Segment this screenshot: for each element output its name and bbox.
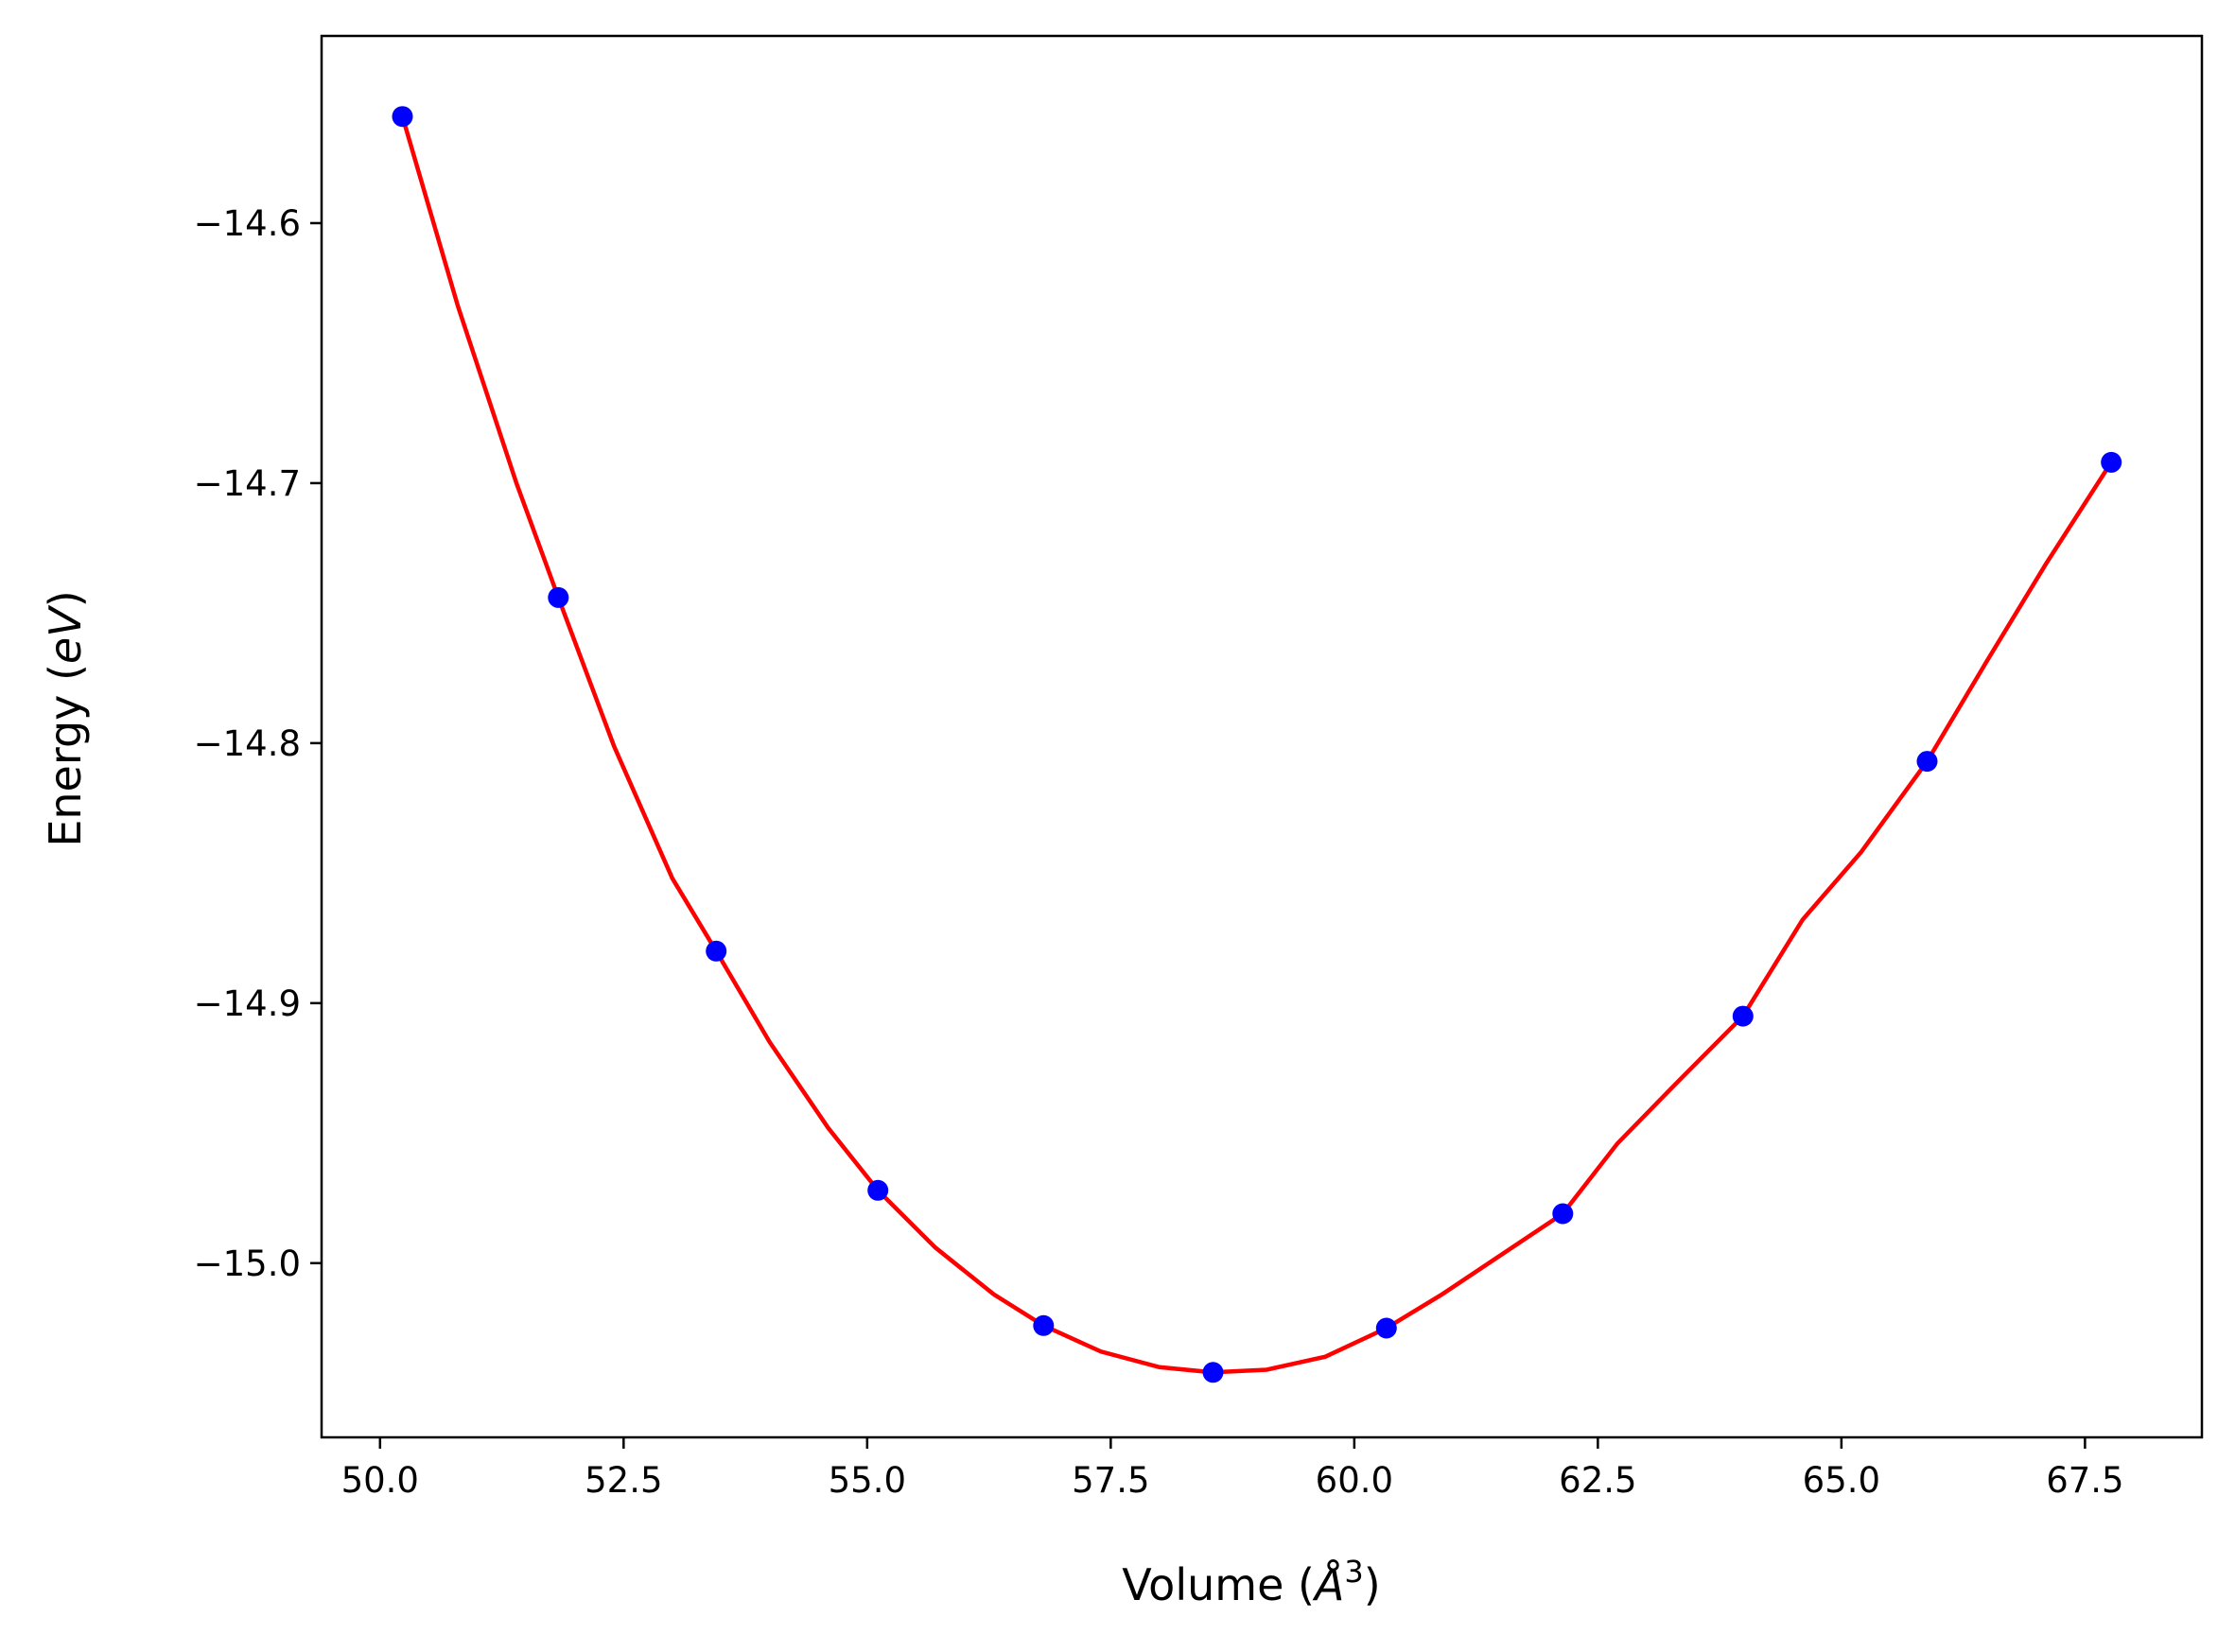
- data-point: [1552, 1203, 1574, 1225]
- x-axis-ticks: 50.0 52.5 55.0 57.5 60.0 62.5 65.0 67.5: [341, 1437, 2124, 1501]
- y-axis-ticks: −14.6 −14.7 −14.8 −14.9 −15.0: [194, 203, 322, 1284]
- x-tick-label: 65.0: [1803, 1460, 1880, 1501]
- x-axis-label: Volume (Å3): [1122, 1554, 1380, 1610]
- x-tick-label: 55.0: [829, 1460, 906, 1501]
- y-axis-label: Energy (eV): [40, 590, 91, 846]
- data-point: [1916, 751, 1938, 773]
- y-tick-label: −14.8: [194, 723, 301, 764]
- plot-area: [392, 106, 2122, 1383]
- x-tick-label: 67.5: [2046, 1460, 2123, 1501]
- data-point: [548, 586, 569, 608]
- y-tick-label: −14.6: [194, 203, 301, 244]
- data-point: [1202, 1362, 1224, 1383]
- axes-frame: [320, 34, 2204, 1439]
- x-tick-label: 62.5: [1559, 1460, 1636, 1501]
- data-point: [2101, 451, 2122, 473]
- x-tick-label: 50.0: [341, 1460, 419, 1501]
- y-tick-label: −15.0: [194, 1243, 301, 1284]
- data-point: [1375, 1317, 1397, 1339]
- x-tick-label: 52.5: [585, 1460, 662, 1501]
- y-tick-label: −14.7: [194, 463, 301, 504]
- data-point: [392, 106, 413, 128]
- x-tick-label: 57.5: [1072, 1460, 1149, 1501]
- data-point: [867, 1179, 889, 1201]
- x-tick-label: 60.0: [1316, 1460, 1393, 1501]
- data-point: [1033, 1314, 1055, 1336]
- y-tick-label: −14.9: [194, 983, 301, 1024]
- data-point: [1732, 1005, 1754, 1027]
- data-point: [706, 940, 727, 962]
